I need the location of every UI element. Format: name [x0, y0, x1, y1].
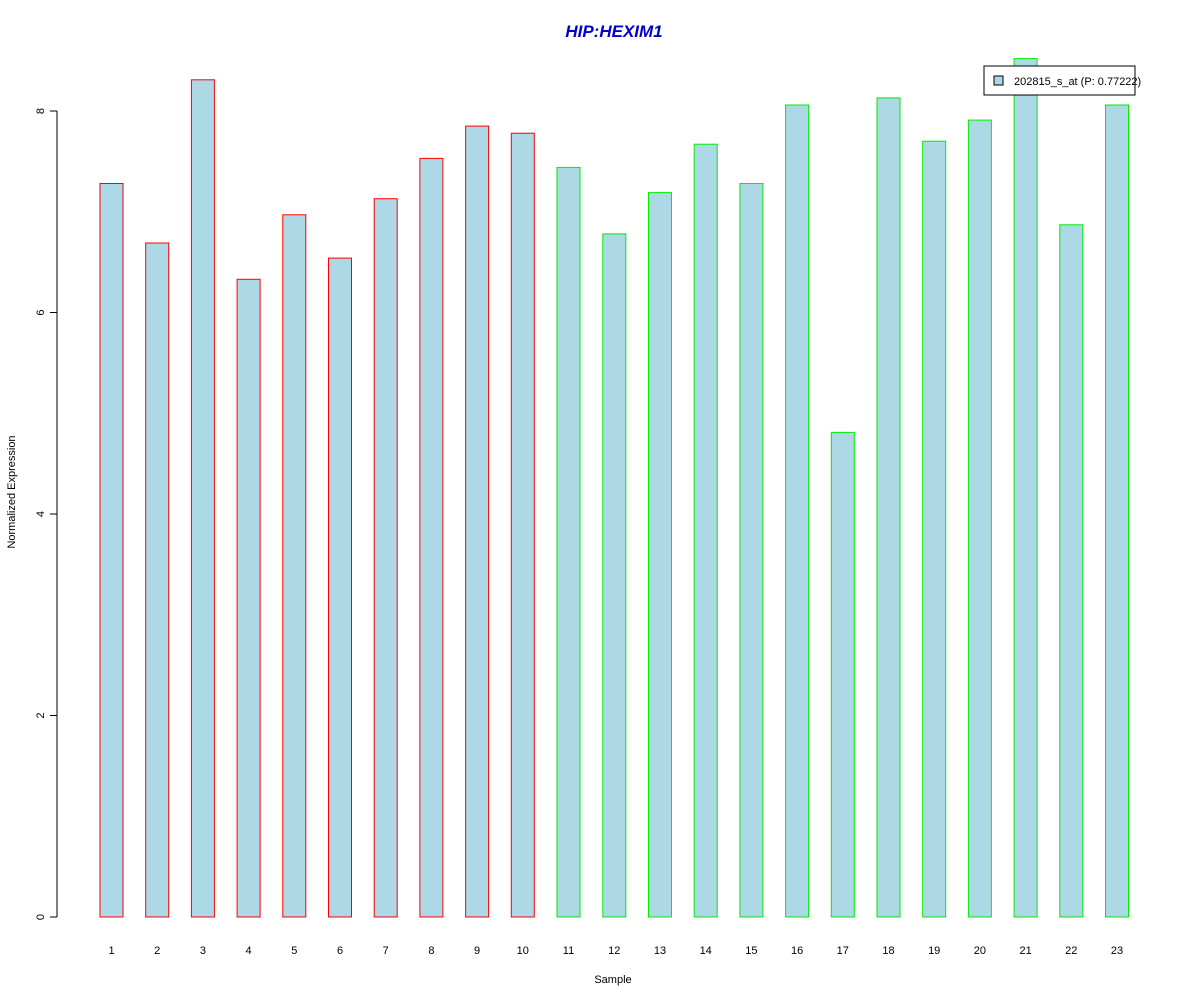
bar-sample-5 — [282, 214, 307, 918]
legend-label: 202815_s_at (P: 0.77222) — [1014, 76, 1141, 88]
y-tick-label: 8 — [35, 108, 47, 114]
bar-sample-3 — [190, 79, 215, 918]
bar-sample-8 — [419, 157, 444, 918]
x-tick-label: 9 — [474, 945, 480, 957]
bar-sample-7 — [373, 198, 398, 918]
x-tick-label: 13 — [654, 945, 666, 957]
x-tick-label: 18 — [882, 945, 894, 957]
legend-box — [983, 65, 1136, 96]
bar-sample-21 — [1013, 58, 1038, 918]
y-axis-label: Normalized Expression — [6, 435, 18, 548]
bar-sample-18 — [876, 97, 901, 918]
x-tick-label: 6 — [337, 945, 343, 957]
x-tick-label: 14 — [700, 945, 712, 957]
x-tick-label: 5 — [291, 945, 297, 957]
y-axis: 0 2 4 6 8 — [35, 108, 58, 920]
x-tick-label: 2 — [154, 945, 160, 957]
x-tick-label: 11 — [563, 945, 574, 957]
bar-sample-23 — [1105, 104, 1129, 918]
x-tick-label: 19 — [928, 945, 940, 957]
y-tick-label: 4 — [35, 511, 47, 517]
y-tick-label: 2 — [35, 712, 47, 718]
x-tick-label: 4 — [246, 945, 252, 957]
x-tick-label: 20 — [974, 945, 986, 957]
bar-sample-2 — [145, 242, 170, 918]
x-tick-label: 16 — [791, 945, 803, 957]
x-tick-label: 17 — [837, 945, 849, 957]
bar-sample-15 — [739, 183, 764, 918]
x-tick-label: 1 — [108, 945, 114, 957]
bar-sample-4 — [236, 278, 261, 918]
bar-sample-19 — [922, 140, 947, 918]
bar-sample-10 — [510, 132, 535, 918]
legend-swatch — [993, 75, 1004, 86]
y-tick-label: 6 — [35, 309, 47, 315]
bar-sample-1 — [99, 183, 124, 918]
x-tick-label: 10 — [517, 945, 529, 957]
y-tick-label: 0 — [35, 914, 47, 920]
bar-sample-22 — [1059, 224, 1084, 918]
bar-sample-14 — [693, 143, 718, 918]
bar-sample-9 — [465, 125, 490, 918]
x-tick-label: 7 — [383, 945, 389, 957]
x-tick-label: 23 — [1111, 945, 1123, 957]
x-tick-label: 15 — [745, 945, 757, 957]
bar-sample-16 — [785, 104, 810, 918]
bars-group — [99, 58, 1129, 918]
legend: 202815_s_at (P: 0.77222) — [983, 65, 1141, 96]
x-tick-label: 3 — [200, 945, 206, 957]
x-tick-label: 21 — [1019, 945, 1031, 957]
bar-sample-17 — [830, 431, 855, 918]
x-tick-label: 8 — [428, 945, 434, 957]
bar-sample-12 — [602, 233, 627, 918]
x-axis-label: Sample — [594, 974, 631, 986]
bar-sample-13 — [648, 192, 672, 918]
x-tick-labels: 1 2 3 4 5 6 7 8 9 10 11 12 13 14 15 16 17 18 19 20 21 22 23 — [108, 945, 1123, 957]
x-tick-label: 22 — [1065, 945, 1077, 957]
bar-sample-11 — [556, 166, 581, 918]
bar-sample-6 — [328, 257, 352, 918]
chart-title: HIP:HEXIM1 — [565, 22, 662, 41]
x-tick-label: 12 — [608, 945, 620, 957]
bar-sample-20 — [967, 119, 992, 918]
